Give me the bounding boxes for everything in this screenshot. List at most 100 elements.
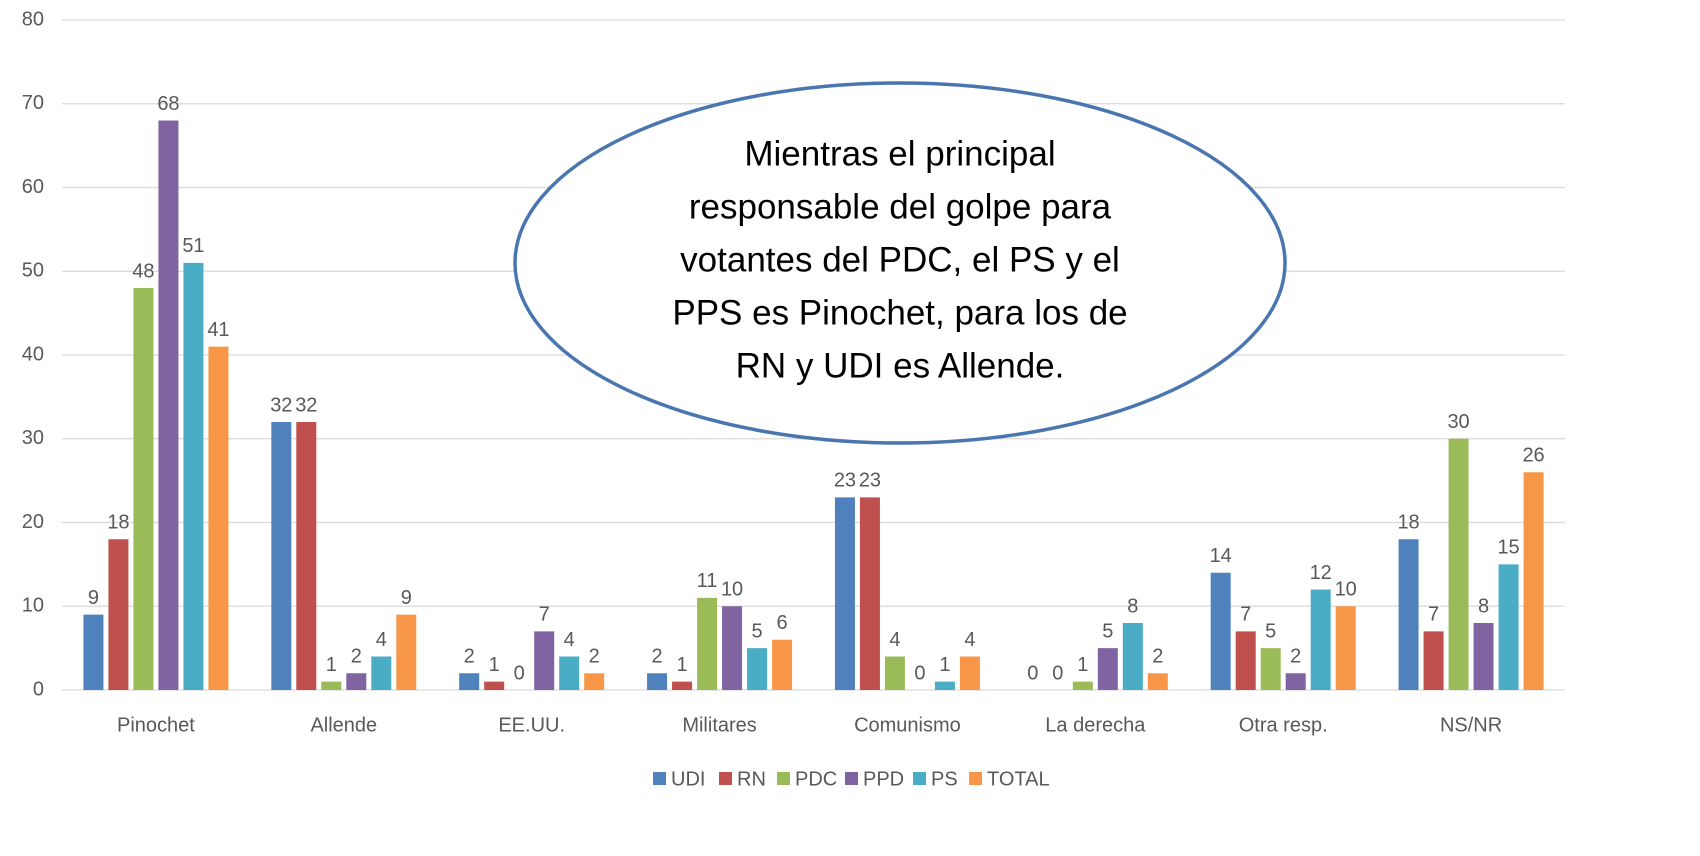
x-tick-label: Otra resp. — [1239, 714, 1328, 736]
data-label: 5 — [752, 620, 763, 642]
data-label: 1 — [1077, 654, 1088, 676]
bar — [108, 539, 129, 690]
annotation-bubble — [513, 81, 1287, 445]
data-label: 4 — [889, 629, 900, 651]
data-label: 4 — [376, 629, 387, 651]
bar — [183, 262, 204, 690]
bar — [1398, 539, 1419, 690]
data-label: 10 — [1335, 579, 1357, 601]
bar — [296, 422, 317, 690]
legend-label: PS — [931, 768, 958, 790]
data-label: 18 — [107, 512, 129, 534]
bar — [834, 497, 855, 690]
bar — [133, 288, 154, 690]
bar — [371, 656, 392, 690]
bar — [1523, 472, 1544, 690]
data-label: 6 — [777, 612, 788, 634]
bar — [1285, 673, 1306, 690]
bar — [1260, 648, 1281, 690]
bar — [1310, 589, 1331, 690]
data-label: 32 — [270, 394, 292, 416]
data-label: 23 — [859, 470, 881, 492]
data-label: 2 — [351, 646, 362, 668]
bar — [697, 597, 718, 690]
data-label: 10 — [721, 579, 743, 601]
bar — [934, 681, 955, 690]
data-label: 5 — [1102, 620, 1113, 642]
annotation-text: responsable del golpe para — [689, 187, 1112, 226]
data-label: 1 — [939, 654, 950, 676]
bar — [747, 648, 768, 690]
data-label: 1 — [677, 654, 688, 676]
data-label: 51 — [182, 235, 204, 257]
data-label: 1 — [326, 654, 337, 676]
legend-label: TOTAL — [987, 768, 1050, 790]
data-label: 4 — [964, 629, 975, 651]
bar — [83, 614, 104, 690]
annotation-text: RN y UDI es Allende. — [736, 346, 1065, 385]
y-tick-label: 30 — [22, 427, 44, 449]
data-label: 7 — [1240, 604, 1251, 626]
bar — [484, 681, 505, 690]
bar — [459, 673, 480, 690]
bar — [158, 120, 179, 690]
bar — [1072, 681, 1093, 690]
bar — [647, 673, 668, 690]
data-label: 7 — [1428, 604, 1439, 626]
data-label: 1 — [489, 654, 500, 676]
y-tick-label: 80 — [22, 8, 44, 30]
bar — [559, 656, 580, 690]
data-label: 14 — [1210, 545, 1232, 567]
bar — [1448, 438, 1469, 690]
data-label: 0 — [1052, 662, 1063, 684]
data-label: 15 — [1497, 537, 1519, 559]
annotation-text: Mientras el principal — [744, 134, 1055, 173]
data-label: 18 — [1397, 512, 1419, 534]
bar — [1473, 623, 1494, 690]
y-tick-label: 0 — [33, 678, 44, 700]
legend-label: RN — [737, 768, 766, 790]
x-tick-label: Militares — [682, 714, 756, 736]
data-label: 32 — [295, 394, 317, 416]
y-tick-label: 60 — [22, 176, 44, 198]
bar — [321, 681, 342, 690]
bar — [1335, 606, 1356, 690]
bar — [859, 497, 880, 690]
data-label: 8 — [1127, 595, 1138, 617]
y-tick-label: 70 — [22, 92, 44, 114]
data-label: 9 — [401, 587, 412, 609]
bar — [208, 346, 229, 690]
data-label: 2 — [464, 646, 475, 668]
data-label: 2 — [1152, 646, 1163, 668]
data-label: 2 — [652, 646, 663, 668]
legend-label: UDI — [671, 768, 705, 790]
data-label: 68 — [157, 93, 179, 115]
bar — [1235, 631, 1256, 690]
bar — [772, 639, 793, 690]
bar — [1210, 572, 1231, 690]
bar — [271, 422, 292, 690]
data-label: 0 — [914, 662, 925, 684]
bar — [959, 656, 980, 690]
data-label: 23 — [834, 470, 856, 492]
legend-swatch — [777, 772, 790, 785]
data-label: 0 — [1027, 662, 1038, 684]
x-tick-label: Comunismo — [854, 714, 961, 736]
data-label: 11 — [697, 570, 718, 592]
bar — [1122, 623, 1143, 690]
data-label: 2 — [1290, 646, 1301, 668]
x-tick-label: EE.UU. — [498, 714, 565, 736]
bar — [672, 681, 693, 690]
legend-swatch — [845, 772, 858, 785]
bar — [584, 673, 605, 690]
data-label: 4 — [564, 629, 575, 651]
data-label: 12 — [1310, 562, 1332, 584]
annotation-text: PPS es Pinochet, para los de — [672, 293, 1127, 332]
data-label: 30 — [1447, 411, 1469, 433]
data-label: 0 — [514, 662, 525, 684]
legend-swatch — [969, 772, 982, 785]
bar — [884, 656, 905, 690]
y-tick-label: 50 — [22, 260, 44, 282]
y-tick-label: 10 — [22, 595, 44, 617]
